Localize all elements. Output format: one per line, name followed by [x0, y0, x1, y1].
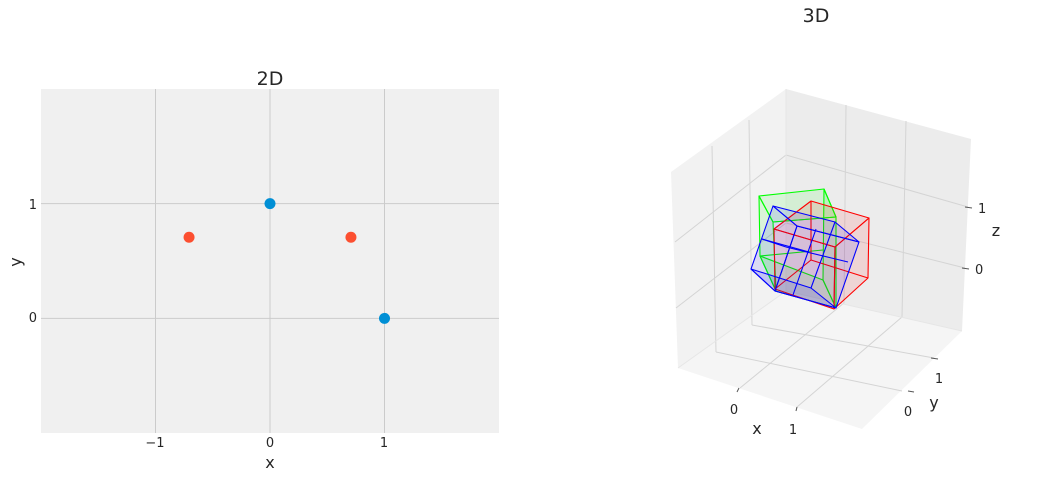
- grid-line: [739, 302, 845, 389]
- grid-line: [675, 222, 787, 309]
- cube-face: [750, 268, 837, 309]
- scatter-point: [183, 231, 195, 243]
- y-tick-label: 0: [904, 405, 912, 420]
- z-tick-label: 0: [975, 263, 983, 278]
- grid-line: [715, 351, 903, 392]
- pane-edge: [785, 290, 963, 332]
- y-axis-label-2d: y: [6, 257, 25, 266]
- x-tick-label: 1: [789, 423, 797, 438]
- pane-xz: [671, 89, 786, 368]
- pane-yz: [786, 89, 971, 331]
- chart-title-2d: 2D: [257, 68, 284, 90]
- chart-2d: 2D −1 0 1 0 1 x y: [6, 68, 499, 472]
- y-tick-label: 1: [935, 372, 943, 387]
- grid-line: [751, 324, 935, 359]
- x-tick-label: −1: [145, 436, 164, 451]
- grid-2d: [41, 89, 499, 433]
- z-tick-label: 1: [978, 202, 986, 217]
- grid-line: [711, 145, 717, 353]
- z-tick: [964, 206, 973, 209]
- cube-edge: [761, 238, 810, 253]
- tick-marks-3d: [736, 206, 973, 412]
- pane-xy: [678, 291, 962, 429]
- cube-blue: [750, 205, 860, 309]
- cube-edge: [785, 246, 849, 263]
- scatter-point: [345, 231, 357, 243]
- chart-title-3d: 3D: [803, 5, 830, 27]
- x-axis-label-3d: x: [752, 419, 761, 438]
- x-tick-label: 0: [266, 436, 274, 451]
- grid-line: [785, 154, 969, 208]
- x-axis-label-2d: x: [265, 453, 274, 472]
- grid-line: [901, 120, 907, 318]
- grid-line: [674, 154, 787, 243]
- y-tick-label: 1: [29, 198, 37, 213]
- scatter-points-2d: [183, 198, 390, 324]
- x-tick: [795, 406, 798, 412]
- grid-line: [796, 316, 903, 408]
- cube-edge: [774, 259, 812, 290]
- y-tick: [930, 357, 939, 360]
- scatter-point: [379, 312, 390, 324]
- x-tick-labels-2d: −1 0 1: [145, 436, 388, 451]
- grid-line: [748, 119, 753, 326]
- y-tick: [907, 390, 915, 393]
- chart-3d: 3D: [671, 5, 1000, 438]
- cube-edge: [810, 221, 836, 289]
- scatter-point: [264, 198, 276, 210]
- y-tick-labels-2d: 0 1: [29, 198, 37, 326]
- x-tick-label: 0: [730, 403, 738, 418]
- cube-edge: [792, 228, 817, 296]
- y-tick-label: 0: [29, 311, 37, 326]
- cube-edge: [759, 249, 824, 257]
- grid-3d: [674, 104, 969, 408]
- z-axis-label-3d: z: [992, 221, 1000, 240]
- y-axis-label-3d: y: [929, 393, 938, 412]
- x-tick-label: 1: [380, 436, 388, 451]
- pane-edge: [677, 290, 787, 369]
- x-tick: [736, 387, 740, 393]
- z-tick: [961, 267, 970, 270]
